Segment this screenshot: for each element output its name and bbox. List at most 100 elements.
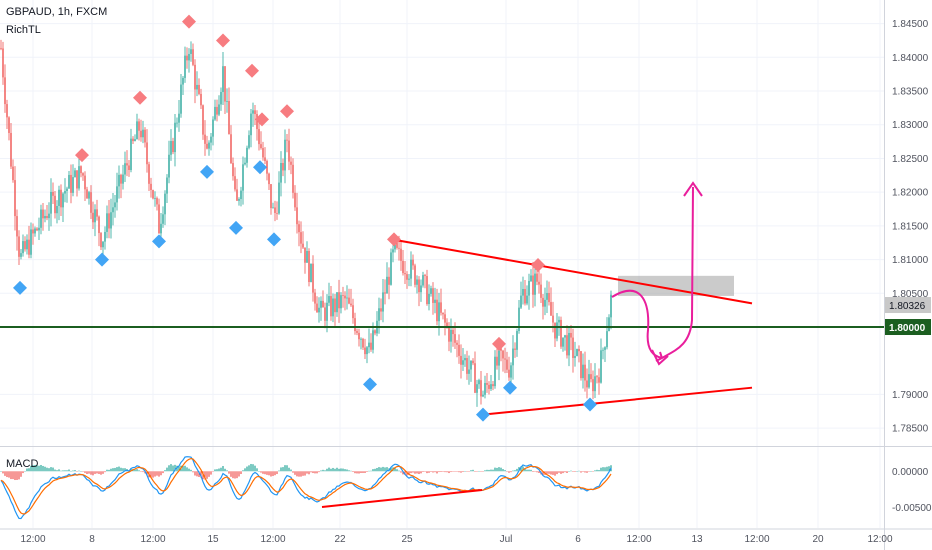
candle-body: [314, 292, 316, 304]
candle-body: [172, 141, 174, 153]
candle-body: [412, 259, 414, 266]
candle-body: [138, 121, 140, 131]
candle-body: [60, 189, 62, 208]
macd-histogram-bar: [192, 471, 194, 473]
macd-histogram-bar: [458, 471, 460, 473]
macd-histogram-bar: [262, 471, 264, 474]
candle-body: [268, 173, 270, 185]
macd-histogram-bar: [32, 465, 34, 472]
macd-histogram-bar: [184, 465, 186, 472]
candle-body: [58, 189, 60, 206]
macd-histogram-bar: [398, 470, 400, 472]
macd-histogram-bar: [346, 469, 348, 472]
trendline-lower: [482, 386, 753, 416]
candle-body: [122, 174, 124, 184]
macd-histogram-bar: [524, 468, 526, 472]
candle-body: [148, 164, 150, 184]
macd-histogram-bar: [268, 471, 270, 476]
macd-histogram-bar: [12, 471, 14, 480]
candle-body: [482, 394, 484, 397]
macd-histogram-bar: [16, 471, 18, 480]
candle-body: [44, 215, 46, 219]
macd-histogram-bar: [496, 467, 498, 472]
candle-body: [518, 307, 520, 331]
resistance-zone: [618, 275, 734, 296]
macd-histogram-bar: [440, 471, 442, 473]
macd-histogram-bar: [70, 470, 72, 472]
candle-body: [496, 356, 498, 366]
time-tick-label: 6: [575, 534, 581, 545]
candle-body: [256, 114, 258, 130]
candle-body: [174, 122, 176, 153]
candle-body: [572, 337, 574, 358]
macd-histogram-bar: [592, 471, 594, 472]
candle-body: [228, 101, 230, 135]
macd-histogram-bar: [130, 468, 132, 472]
candle-body: [378, 308, 380, 321]
candle-body: [404, 273, 406, 275]
candle-body: [194, 64, 196, 90]
candle-body: [26, 239, 28, 250]
macd-histogram-bar: [394, 467, 396, 472]
candle-body: [188, 53, 190, 61]
macd-histogram-bar: [218, 468, 220, 472]
candle-body: [410, 259, 412, 279]
macd-histogram-bar: [26, 468, 28, 472]
candle-body: [594, 376, 596, 392]
candle-body: [12, 166, 14, 181]
candle-body: [236, 189, 238, 201]
candle-body: [202, 105, 204, 135]
candle-body: [192, 49, 194, 65]
macd-histogram-bar: [170, 464, 172, 472]
candle-body: [508, 369, 510, 378]
candle-body: [212, 119, 214, 137]
macd-histogram-bar: [562, 471, 564, 474]
candle-body: [336, 292, 338, 313]
macd-histogram-bar: [582, 471, 584, 472]
candle-body: [434, 299, 436, 303]
candle-body: [432, 288, 434, 303]
candle-body: [88, 192, 90, 199]
candle-body: [498, 347, 500, 366]
macd-histogram-bar: [120, 467, 122, 472]
candle-body: [126, 163, 128, 166]
macd-histogram-bar: [464, 471, 466, 472]
macd-histogram-bar: [98, 471, 100, 474]
candle-body: [218, 104, 220, 115]
macd-histogram-bar: [104, 471, 106, 473]
macd-histogram-bar: [18, 471, 20, 480]
macd-histogram-bar: [358, 471, 360, 474]
macd-histogram-bar: [106, 469, 108, 472]
candle-body: [588, 374, 590, 388]
macd-histogram-bar: [448, 471, 450, 474]
macd-histogram-bar: [334, 468, 336, 472]
candle-body: [436, 299, 438, 322]
macd-histogram-bar: [222, 466, 224, 472]
price-badge-label: 1.80326: [889, 301, 926, 312]
macd-histogram-bar: [236, 471, 238, 479]
candle-body: [28, 239, 30, 255]
candle-body: [372, 330, 374, 350]
macd-histogram-bar: [90, 471, 92, 475]
candle-body: [408, 278, 410, 280]
macd-histogram-bar: [68, 469, 70, 472]
macd-histogram-bar: [498, 467, 500, 472]
candle-body: [208, 142, 210, 149]
candle-body: [494, 356, 496, 387]
pivot-high-marker: [245, 63, 259, 78]
candle-body: [514, 348, 516, 350]
macd-histogram-bar: [426, 471, 428, 474]
candle-body: [92, 212, 94, 223]
candle-body: [560, 319, 562, 347]
time-tick-label: 12:00: [260, 534, 285, 545]
macd-histogram-bar: [0, 471, 2, 472]
macd-histogram-bar: [124, 468, 126, 472]
macd-histogram-bar: [412, 471, 414, 473]
candle-body: [544, 299, 546, 307]
macd-label: MACD: [6, 458, 39, 470]
price-tick-label: 1.78500: [892, 424, 929, 435]
candle-body: [234, 176, 236, 190]
candle-body: [0, 48, 2, 50]
candle-body: [98, 216, 100, 234]
